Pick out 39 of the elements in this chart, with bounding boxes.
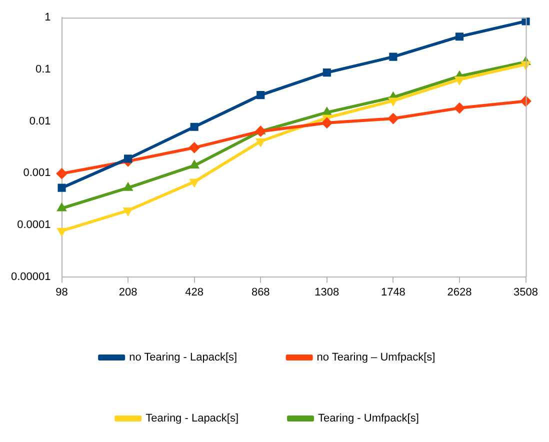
point bbox=[256, 91, 265, 100]
point bbox=[388, 98, 398, 106]
point bbox=[321, 117, 332, 128]
y-tick-label: 0.1 bbox=[35, 63, 51, 76]
point bbox=[188, 142, 200, 154]
x-tick-label: 428 bbox=[185, 286, 204, 298]
x-tick-label: 868 bbox=[251, 286, 270, 298]
point bbox=[520, 61, 531, 70]
y-tick-label: 0.0001 bbox=[17, 218, 51, 231]
y-tick-label: 0.00001 bbox=[10, 270, 51, 283]
y-tick-label: 1 bbox=[44, 12, 51, 24]
legend-label: no Tearing – Umfpack[s] bbox=[316, 352, 436, 364]
point bbox=[454, 102, 465, 114]
x-tick-label: 3508 bbox=[514, 286, 538, 298]
point bbox=[190, 160, 200, 169]
point bbox=[56, 228, 67, 236]
legend-label: no Tearing - Lapack[s] bbox=[129, 352, 238, 364]
y-tick-label: 0.01 bbox=[29, 115, 51, 128]
point bbox=[56, 168, 68, 180]
point bbox=[255, 126, 266, 137]
x-tick-label: 208 bbox=[118, 286, 138, 298]
point bbox=[322, 68, 331, 77]
legend-label: Tearing - Lapack[s] bbox=[146, 412, 239, 425]
point bbox=[388, 113, 399, 124]
point bbox=[454, 76, 464, 85]
point bbox=[256, 138, 266, 147]
point bbox=[123, 208, 133, 216]
x-tick-label: 2628 bbox=[447, 286, 472, 298]
point bbox=[58, 184, 66, 192]
x-tick-label: 1748 bbox=[380, 286, 406, 298]
point bbox=[455, 32, 464, 41]
point bbox=[190, 178, 200, 188]
point bbox=[190, 122, 198, 131]
y-tick-label: 0.001 bbox=[23, 167, 51, 180]
x-tick-label: 1308 bbox=[314, 286, 340, 298]
x-tick-label: 98 bbox=[56, 286, 68, 298]
legend-label: Tearing - Umfpack[s] bbox=[318, 412, 419, 425]
point bbox=[389, 52, 398, 61]
point bbox=[124, 154, 132, 163]
